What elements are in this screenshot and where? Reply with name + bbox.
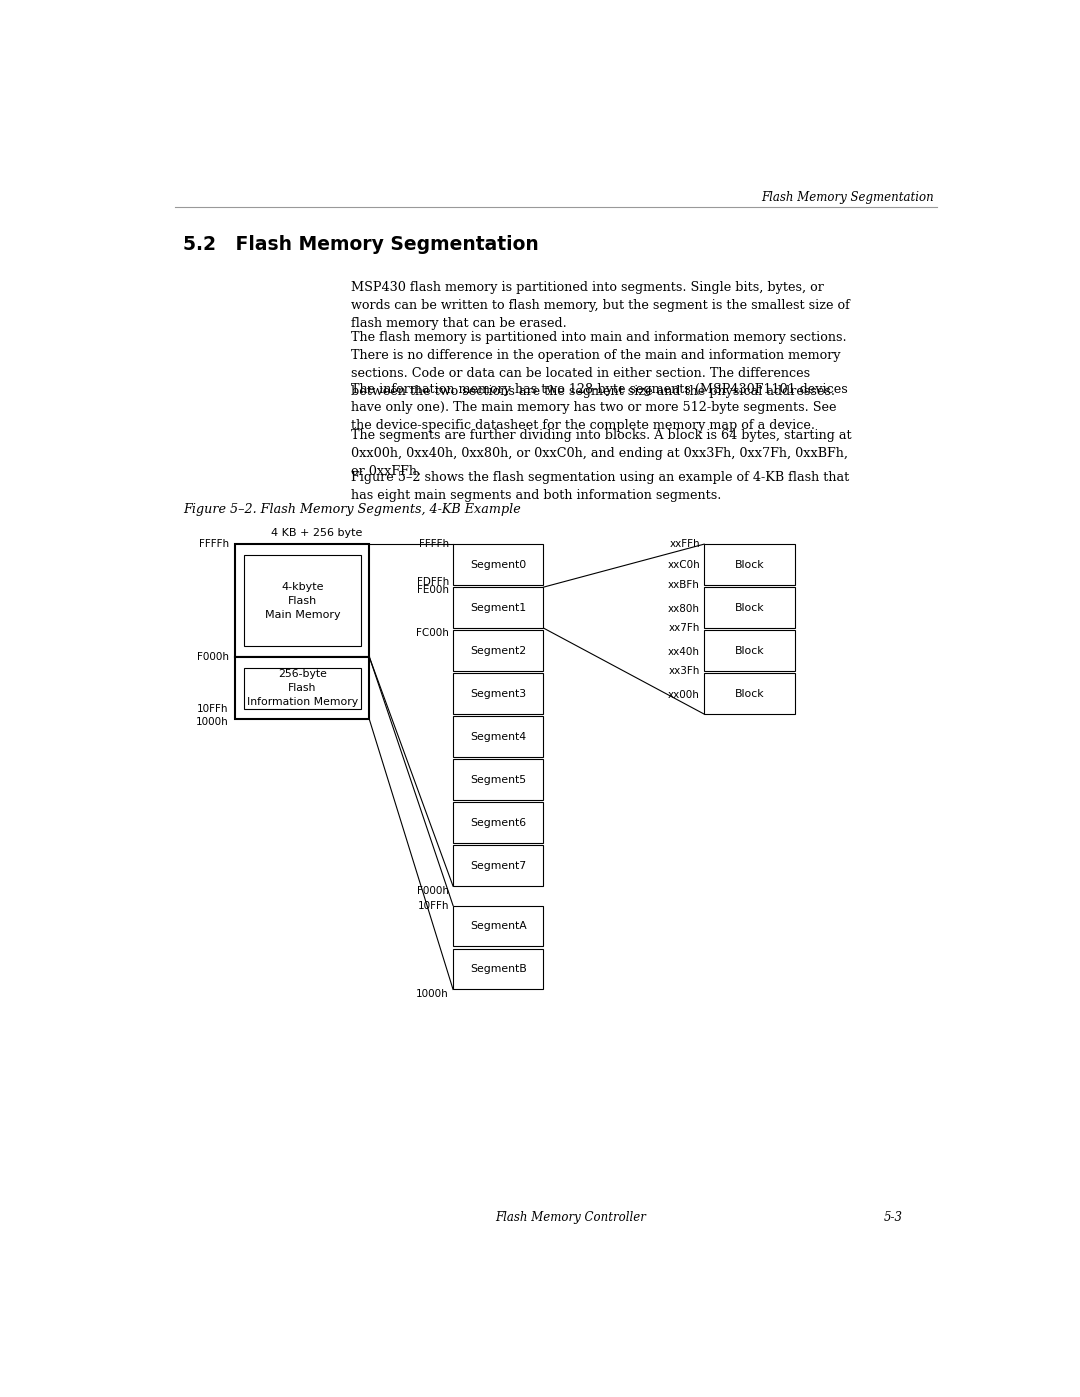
Text: 4-kbyte
Flash
Main Memory: 4-kbyte Flash Main Memory <box>265 581 340 620</box>
Text: Segment7: Segment7 <box>470 861 526 870</box>
Text: xx80h: xx80h <box>667 604 700 613</box>
Text: SegmentB: SegmentB <box>470 964 527 974</box>
Bar <box>454 802 543 844</box>
Text: Segment1: Segment1 <box>470 602 526 613</box>
Bar <box>704 630 795 671</box>
Text: F000h: F000h <box>197 652 229 662</box>
Text: The information memory has two 128-byte segments (MSP430F1101 devices
have only : The information memory has two 128-byte … <box>351 383 848 432</box>
Bar <box>454 905 543 946</box>
Text: 256-byte
Flash
Information Memory: 256-byte Flash Information Memory <box>247 669 357 707</box>
Text: F000h: F000h <box>417 886 449 897</box>
Bar <box>454 630 543 671</box>
Text: Block: Block <box>734 602 765 613</box>
Text: xxBFh: xxBFh <box>669 580 700 590</box>
Text: Flash Memory Segmentation: Flash Memory Segmentation <box>761 190 934 204</box>
Text: The segments are further dividing into blocks. A block is 64 bytes, starting at
: The segments are further dividing into b… <box>351 429 851 478</box>
Text: Block: Block <box>734 689 765 698</box>
Bar <box>244 555 361 647</box>
Text: FE00h: FE00h <box>417 585 449 595</box>
Bar <box>235 545 369 657</box>
Bar <box>704 587 795 629</box>
Bar <box>454 545 543 585</box>
Text: 5-3: 5-3 <box>885 1211 903 1224</box>
Bar <box>454 717 543 757</box>
Text: Segment2: Segment2 <box>470 645 526 655</box>
Text: 4 KB + 256 byte: 4 KB + 256 byte <box>271 528 363 538</box>
Text: Block: Block <box>734 560 765 570</box>
Text: SegmentA: SegmentA <box>470 921 527 930</box>
Text: Block: Block <box>734 645 765 655</box>
Text: Figure 5–2 shows the flash segmentation using an example of 4-KB flash that
has : Figure 5–2 shows the flash segmentation … <box>351 471 849 502</box>
Text: xxFFh: xxFFh <box>670 539 700 549</box>
Text: FFFFh: FFFFh <box>419 539 449 549</box>
Text: xx40h: xx40h <box>667 647 700 657</box>
Text: Segment5: Segment5 <box>470 775 526 785</box>
Text: Flash Memory Controller: Flash Memory Controller <box>495 1211 646 1224</box>
Text: xx7Fh: xx7Fh <box>669 623 700 633</box>
Bar <box>235 657 369 719</box>
Text: 1000h: 1000h <box>195 717 229 726</box>
Bar <box>454 587 543 629</box>
Bar <box>704 673 795 714</box>
Text: Segment3: Segment3 <box>470 689 526 698</box>
Bar <box>454 949 543 989</box>
Text: xxC0h: xxC0h <box>667 560 700 570</box>
Text: Segment0: Segment0 <box>470 560 526 570</box>
Text: xx3Fh: xx3Fh <box>669 666 700 676</box>
Text: Segment6: Segment6 <box>470 817 526 828</box>
Bar <box>454 760 543 800</box>
Text: MSP430 flash memory is partitioned into segments. Single bits, bytes, or
words c: MSP430 flash memory is partitioned into … <box>351 281 850 330</box>
Bar <box>704 545 795 585</box>
Text: FC00h: FC00h <box>416 629 449 638</box>
Bar <box>454 673 543 714</box>
Bar <box>244 668 361 708</box>
Text: xx00h: xx00h <box>669 690 700 700</box>
Bar <box>454 845 543 886</box>
Text: FDFFh: FDFFh <box>417 577 449 587</box>
Text: FFFFh: FFFFh <box>199 539 229 549</box>
Text: 1000h: 1000h <box>416 989 449 999</box>
Text: 10FFh: 10FFh <box>198 704 229 714</box>
Text: The flash memory is partitioned into main and information memory sections.
There: The flash memory is partitioned into mai… <box>351 331 847 398</box>
Text: 10FFh: 10FFh <box>417 901 449 911</box>
Text: Segment4: Segment4 <box>470 732 526 742</box>
Text: 5.2   Flash Memory Segmentation: 5.2 Flash Memory Segmentation <box>183 236 539 254</box>
Text: Figure 5–2. Flash Memory Segments, 4-KB Example: Figure 5–2. Flash Memory Segments, 4-KB … <box>183 503 521 517</box>
